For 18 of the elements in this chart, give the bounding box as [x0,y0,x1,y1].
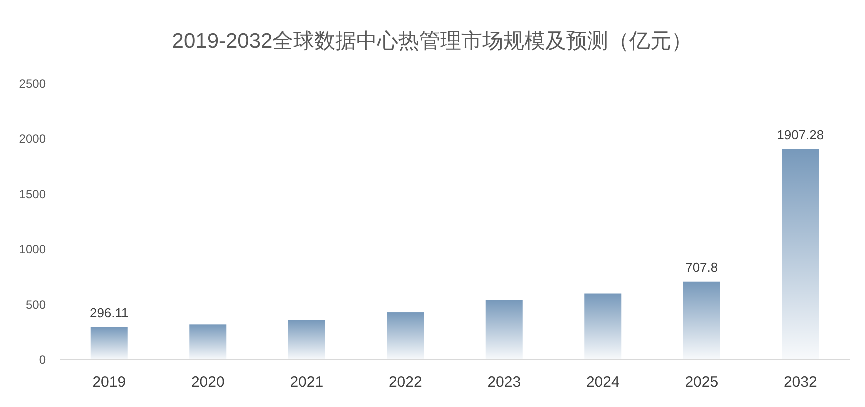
title: 2019-2032全球数据中心热管理市场规模及预测（亿元） [172,30,693,53]
x-tick-label: 2022 [388,374,422,391]
data-label: 1907.28 [777,127,824,142]
x-tick-label: 2021 [290,374,324,391]
x-tick-label: 2032 [784,374,818,391]
data-label: 707.8 [686,260,718,275]
x-tick-label: 2023 [488,374,522,391]
y-tick-label: 2500 [19,77,46,91]
data-label: 296.11 [90,305,129,320]
y-tick-label: 1000 [19,242,46,257]
x-tick-label: 2025 [685,374,719,391]
x-tick-label: 2020 [191,374,225,391]
y-tick-label: 1500 [19,187,46,202]
x-tick-label: 2024 [586,374,620,391]
y-tick-label: 500 [26,298,46,312]
x-tick-label: 2019 [92,374,126,391]
y-tick-label: 2000 [19,132,46,146]
y-tick-label: 0 [39,353,46,367]
